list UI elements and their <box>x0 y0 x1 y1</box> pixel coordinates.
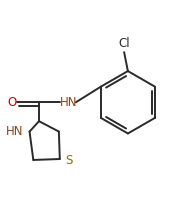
Text: HN: HN <box>5 125 23 138</box>
Text: O: O <box>7 96 16 109</box>
Text: S: S <box>65 154 72 167</box>
Text: HN: HN <box>60 96 77 109</box>
Text: Cl: Cl <box>118 37 130 50</box>
